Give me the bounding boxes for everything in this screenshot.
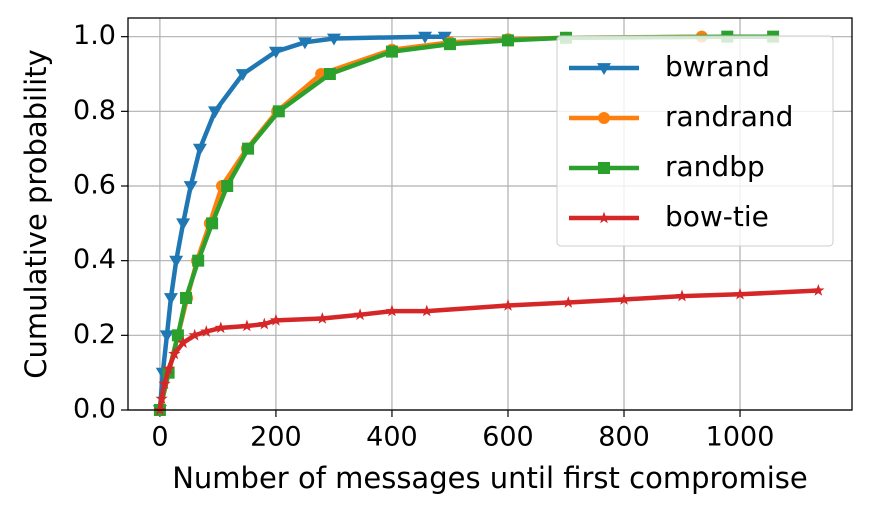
y-tick-label: 1.0 (73, 20, 116, 51)
marker (353, 308, 367, 321)
marker (316, 312, 329, 324)
data-line (157, 34, 774, 410)
marker (268, 46, 283, 59)
x-tick-label: 200 (250, 422, 302, 453)
marker (733, 287, 747, 300)
marker (240, 319, 254, 332)
marker (180, 292, 193, 304)
marker (443, 38, 456, 51)
marker (206, 217, 219, 230)
marker (420, 304, 433, 317)
marker (501, 34, 514, 47)
y-tick-label: 0.2 (73, 319, 116, 350)
marker (675, 289, 689, 302)
marker (598, 162, 610, 174)
marker (617, 293, 631, 305)
marker (155, 392, 168, 405)
x-tick-label: 1000 (706, 422, 775, 453)
marker (385, 304, 399, 317)
marker (323, 68, 336, 80)
marker (183, 181, 198, 193)
marker (214, 321, 227, 334)
y-tick-label: 0.8 (73, 95, 116, 126)
marker (200, 325, 213, 337)
marker (501, 299, 515, 311)
y-tick-label: 0.0 (73, 394, 116, 425)
marker (208, 106, 223, 119)
x-tick-label: 800 (598, 422, 650, 453)
marker (385, 45, 398, 58)
marker (221, 180, 234, 192)
marker (812, 284, 825, 296)
marker (326, 33, 341, 46)
legend-label: randrand (665, 100, 793, 133)
legend-label: bow-tie (665, 200, 769, 233)
marker (176, 218, 191, 231)
plot-frame (127, 17, 853, 411)
marker (597, 63, 611, 75)
marker (269, 313, 283, 326)
x-tick-label: 400 (366, 422, 418, 453)
legend-label: randbp (665, 150, 765, 183)
marker (162, 362, 175, 375)
marker (163, 293, 178, 305)
data-line (157, 288, 819, 410)
marker (418, 31, 433, 44)
marker (235, 69, 250, 81)
marker (597, 211, 611, 224)
marker (437, 31, 452, 44)
x-tick-label: 600 (482, 422, 534, 453)
legend-label: bwrand (665, 50, 770, 83)
y-tick-label: 0.4 (73, 244, 116, 275)
marker (169, 255, 184, 268)
marker (272, 105, 285, 118)
x-axis-label: Number of messages until first compromis… (172, 461, 808, 495)
marker (192, 143, 207, 156)
marker (188, 328, 201, 341)
marker (171, 329, 184, 342)
y-tick-label: 0.6 (73, 170, 116, 201)
x-tick-label: 0 (151, 422, 168, 453)
marker (168, 347, 181, 360)
marker (242, 142, 255, 155)
marker (598, 112, 610, 124)
marker (258, 317, 271, 330)
marker (159, 330, 174, 343)
marker (158, 377, 171, 390)
marker (297, 37, 312, 50)
marker (192, 254, 205, 267)
marker (176, 336, 190, 349)
marker (562, 296, 575, 308)
legend-box (556, 35, 834, 247)
y-axis-label: Cumulative probability (19, 49, 53, 378)
